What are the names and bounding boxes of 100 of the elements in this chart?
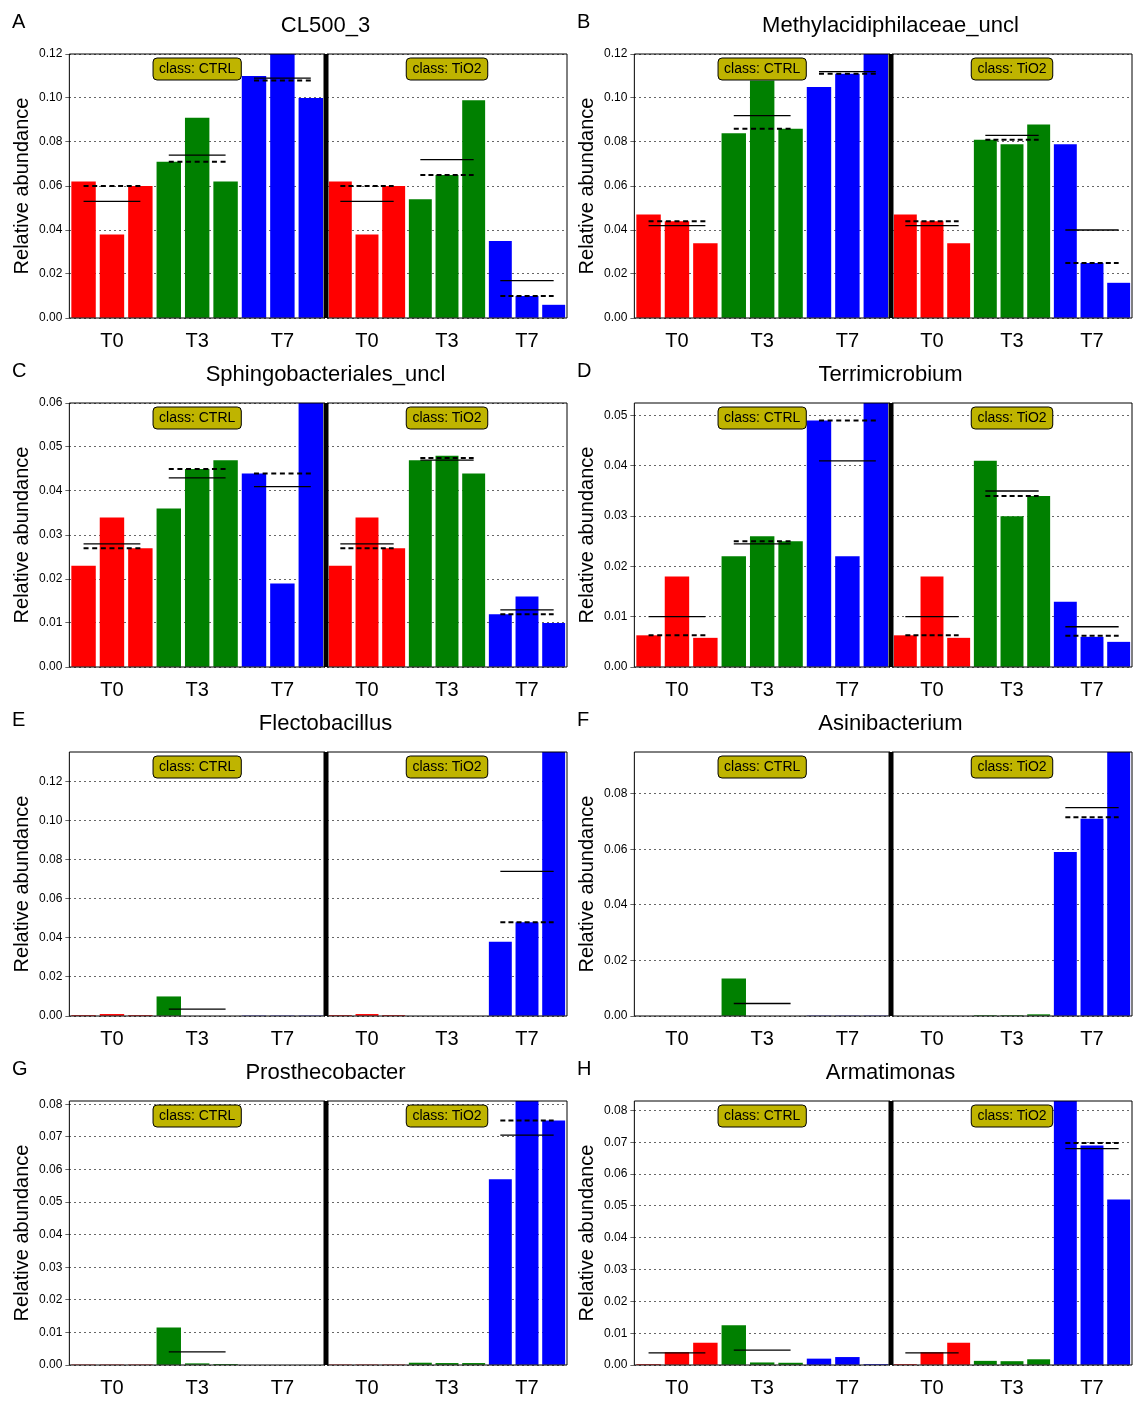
y-tick-label: 0.00 [604, 1357, 628, 1372]
x-tick-label: T7 [515, 328, 539, 351]
text: B [577, 10, 591, 33]
y-tick-label: 0.01 [604, 609, 628, 624]
annotation: class: TiO2 [412, 59, 482, 76]
y-axis-title: Relative abundance [9, 795, 32, 973]
y-tick-label: 0.06 [39, 178, 63, 193]
x-tick-label: T7 [270, 677, 295, 700]
x-tick-label: T7 [270, 328, 295, 351]
y-tick-label: 0.08 [39, 1096, 63, 1111]
x-tick-label: T0 [920, 1375, 944, 1398]
annotation: class: CTRL [159, 408, 236, 425]
x-tick-label: T3 [185, 1026, 209, 1049]
x-tick-label: T3 [435, 328, 459, 351]
y-tick-label: 0.03 [39, 1259, 63, 1274]
y-tick-label: 0.02 [604, 1293, 628, 1308]
y-tick-label: 0.08 [604, 134, 628, 149]
y-tick-label: 0.06 [604, 178, 628, 193]
annotation: class: TiO2 [977, 59, 1047, 76]
x-tick-label: T3 [185, 328, 209, 351]
y-tick-label: 0.02 [39, 1292, 63, 1307]
x-tick-label: T3 [435, 677, 459, 700]
y-tick-label: 0.05 [39, 439, 63, 454]
y-tick-label: 0.12 [604, 46, 628, 61]
x-tick-label: T3 [185, 677, 209, 700]
text: F [577, 708, 590, 731]
annotation: class: TiO2 [412, 1106, 482, 1123]
annotation: class: CTRL [724, 1106, 801, 1123]
y-axis-title: Relative abundance [574, 97, 597, 275]
chart-title: Asinibacterium [818, 710, 963, 735]
x-tick-label: T0 [355, 677, 379, 700]
y-tick-label: 0.00 [39, 659, 63, 674]
x-tick-label: T0 [100, 677, 124, 700]
y-tick-label: 0.08 [39, 134, 63, 149]
text: A [12, 10, 26, 33]
y-tick-label: 0.10 [39, 90, 63, 105]
x-tick-label: T3 [750, 328, 774, 351]
y-tick-label: 0.04 [604, 1230, 628, 1245]
y-tick-label: 0.04 [604, 222, 628, 237]
x-tick-label: T7 [1080, 1026, 1104, 1049]
y-axis-title: Relative abundance [574, 446, 597, 624]
x-tick-label: T3 [435, 1026, 459, 1049]
x-tick-label: T7 [1080, 1375, 1104, 1398]
text: C [12, 359, 27, 382]
x-tick-label: T0 [100, 328, 124, 351]
annotation: class: TiO2 [412, 408, 482, 425]
y-tick-label: 0.02 [604, 266, 628, 281]
x-tick-label: T0 [665, 677, 689, 700]
annotation: class: CTRL [724, 757, 801, 774]
annotation: class: TiO2 [977, 1106, 1047, 1123]
y-tick-label: 0.08 [39, 851, 63, 866]
x-tick-label: T0 [100, 1375, 124, 1398]
y-tick-label: 0.06 [39, 1161, 63, 1176]
y-tick-label: 0.04 [39, 1226, 63, 1241]
y-tick-label: 0.05 [604, 407, 628, 422]
y-tick-label: 0.00 [604, 1008, 628, 1023]
chart-title: Flectobacillus [258, 710, 393, 735]
x-tick-label: T3 [1000, 677, 1024, 700]
x-tick-label: T7 [835, 328, 860, 351]
x-tick-label: T3 [1000, 328, 1024, 351]
annotation: class: TiO2 [977, 757, 1047, 774]
y-tick-label: 0.02 [39, 266, 63, 281]
x-tick-label: T3 [750, 1375, 774, 1398]
y-tick-label: 0.12 [39, 46, 63, 61]
y-tick-label: 0.03 [604, 508, 628, 523]
annotation: class: CTRL [724, 59, 801, 76]
y-tick-label: 0.06 [39, 890, 63, 905]
y-tick-label: 0.03 [39, 527, 63, 542]
x-tick-label: T3 [435, 1375, 459, 1398]
x-tick-label: T7 [1080, 328, 1104, 351]
chart-title: Sphingobacteriales_uncl [205, 361, 446, 386]
x-tick-label: T3 [1000, 1375, 1024, 1398]
y-tick-label: 0.08 [604, 786, 628, 800]
x-tick-label: T0 [665, 1375, 689, 1398]
y-tick-label: 0.04 [604, 458, 628, 473]
y-tick-label: 0.05 [604, 1198, 628, 1213]
text: H [577, 1057, 592, 1080]
y-tick-label: 0.02 [604, 558, 628, 573]
x-tick-label: T7 [1080, 677, 1104, 700]
y-tick-label: 0.00 [604, 310, 628, 325]
x-tick-label: T0 [355, 1375, 379, 1398]
y-tick-label: 0.06 [604, 841, 628, 856]
x-tick-label: T0 [355, 328, 379, 351]
y-tick-label: 0.02 [39, 571, 63, 586]
y-tick-label: 0.10 [604, 90, 628, 105]
x-tick-label: T3 [750, 1026, 774, 1049]
annotation: class: CTRL [724, 408, 801, 425]
y-tick-label: 0.00 [604, 659, 628, 674]
y-tick-label: 0.06 [39, 395, 63, 410]
text: D [577, 359, 592, 382]
annotation: class: TiO2 [977, 408, 1047, 425]
x-tick-label: T0 [100, 1026, 124, 1049]
y-tick-label: 0.01 [39, 615, 63, 630]
x-tick-label: T3 [750, 677, 774, 700]
y-axis-title: Relative abundance [574, 1144, 597, 1322]
y-axis-title: Relative abundance [9, 446, 32, 624]
x-tick-label: T7 [515, 1375, 539, 1398]
y-tick-label: 0.05 [39, 1194, 63, 1209]
y-tick-label: 0.01 [39, 1324, 63, 1339]
y-tick-label: 0.07 [39, 1129, 63, 1144]
